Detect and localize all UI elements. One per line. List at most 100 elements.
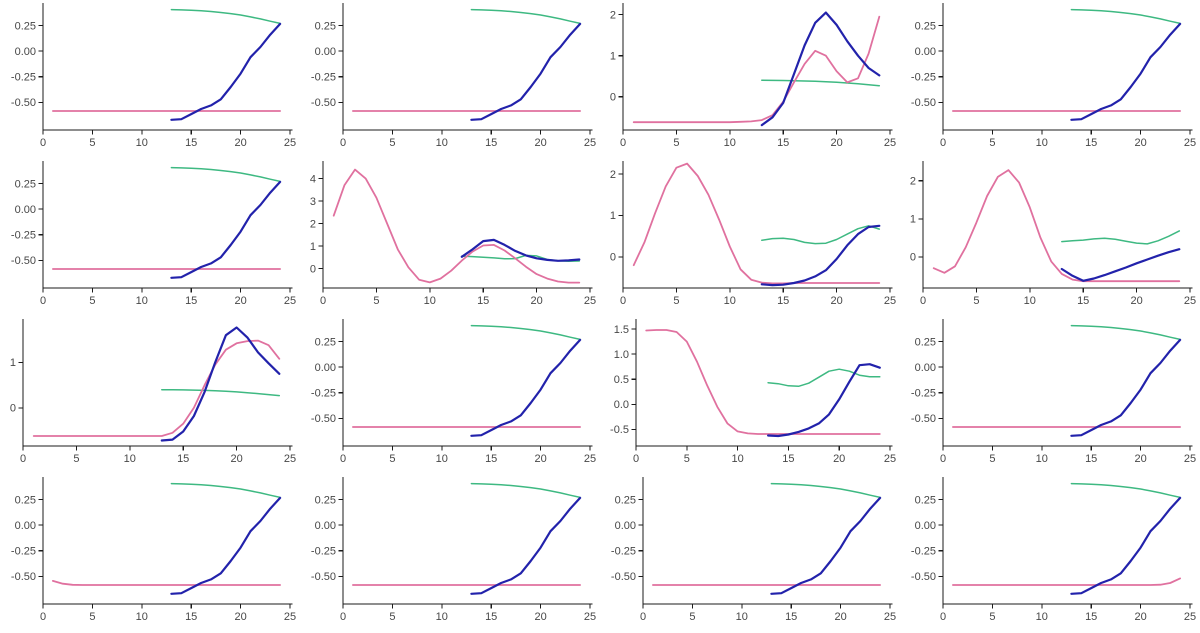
y-tick-label: -0.25	[911, 72, 936, 84]
blue-line	[170, 180, 282, 279]
x-tick-label: 15	[1085, 453, 1097, 465]
x-tick-label: 10	[724, 137, 736, 149]
y-tick-label: 1.5	[614, 324, 629, 336]
axes-r3c1	[18, 319, 293, 451]
y-tick-label: 0.25	[15, 178, 36, 190]
axes-r3c2	[338, 319, 593, 451]
x-tick-label: 15	[185, 137, 197, 149]
x-tick-label: 25	[284, 137, 296, 149]
x-tick-label: 25	[884, 137, 896, 149]
y-tick-label: 0	[10, 403, 16, 415]
green-line	[1070, 8, 1181, 25]
x-tick-label: 0	[620, 137, 626, 149]
y-tick-label: 1	[610, 210, 616, 222]
x-tick-label: 25	[884, 611, 896, 623]
y-tick-label: 1.0	[614, 349, 629, 361]
axes-r2c3	[618, 161, 893, 293]
x-tick-label: 20	[234, 137, 246, 149]
y-tick-label: -0.50	[11, 255, 36, 267]
y-tick-label: -0.25	[911, 546, 936, 558]
blue-line	[1070, 22, 1182, 121]
blue-line	[170, 496, 282, 595]
y-tick-label: 0.25	[315, 336, 336, 348]
y-tick-label: 2	[310, 218, 316, 230]
subplot-r3c2: 0 5 10 15 20 25 0.25 0.00 -0.25 -0.50	[300, 316, 600, 474]
subplot-r1c4: 0 5 10 15 20 25 0.25 0.00 -0.25 -0.50	[900, 0, 1200, 158]
axes-r2c4	[918, 161, 1193, 293]
green-line	[470, 8, 581, 25]
x-tick-label: 5	[389, 611, 395, 623]
x-tick-label: 15	[485, 611, 497, 623]
blue-line	[160, 326, 281, 442]
x-tick-label: 25	[1184, 137, 1196, 149]
blue-line	[1070, 338, 1182, 437]
x-tick-label: 0	[40, 295, 46, 307]
x-tick-label: 0	[940, 611, 946, 623]
green-line	[470, 324, 581, 341]
x-tick-label: 25	[284, 295, 296, 307]
y-tick-label: 0.00	[915, 362, 936, 374]
y-tick-label: 0.00	[315, 520, 336, 532]
subplot-r3c4: 0 5 10 15 20 25 0.25 0.00 -0.25 -0.50	[900, 316, 1200, 474]
y-tick-label: 0.25	[15, 20, 36, 32]
axes-r2c1	[38, 161, 293, 293]
y-tick-label: -0.25	[311, 72, 336, 84]
x-tick-label: 20	[534, 137, 546, 149]
x-tick-label: 0	[340, 453, 346, 465]
x-tick-label: 5	[989, 611, 995, 623]
y-tick-label: -0.25	[911, 388, 936, 400]
x-tick-label: 15	[185, 295, 197, 307]
x-tick-label: 25	[284, 453, 296, 465]
blue-line	[170, 22, 282, 121]
x-tick-label: 20	[530, 295, 542, 307]
subplot-r2c1: 0 5 10 15 20 25 0.25 0.00 -0.25 -0.50	[0, 158, 300, 316]
subplot-r3c1: 0 5 10 15 20 25 1 0	[0, 316, 300, 474]
y-tick-label: 0	[910, 252, 916, 264]
y-tick-label: 0.25	[15, 494, 36, 506]
pink-line	[52, 580, 282, 586]
green-line	[1070, 482, 1181, 499]
x-tick-label: 10	[436, 137, 448, 149]
x-tick-label: 10	[736, 611, 748, 623]
green-line	[170, 8, 281, 25]
y-tick-label: 0.25	[915, 494, 936, 506]
subplot-canvas-r4c4: 0 5 10 15 20 25 0.25 0.00 -0.25 -0.50	[911, 477, 1196, 623]
x-tick-label: 20	[833, 453, 845, 465]
y-tick-label: -0.25	[11, 546, 36, 558]
x-tick-label: 10	[1036, 611, 1048, 623]
x-tick-label: 10	[136, 137, 148, 149]
pink-line	[952, 577, 1182, 586]
x-tick-label: 25	[884, 453, 896, 465]
x-tick-label: 20	[1130, 295, 1142, 307]
subplot-canvas-r1c4: 0 5 10 15 20 25 0.25 0.00 -0.25 -0.50	[911, 3, 1196, 149]
x-tick-label: 5	[989, 453, 995, 465]
x-tick-label: 10	[136, 611, 148, 623]
x-tick-label: 0	[920, 295, 926, 307]
y-tick-label: -0.50	[11, 571, 36, 583]
subplot-r1c3: 0 5 10 15 20 25 2 1 0	[600, 0, 900, 158]
x-tick-label: 20	[830, 137, 842, 149]
y-tick-label: 0	[610, 92, 616, 104]
x-tick-label: 15	[785, 611, 797, 623]
x-tick-label: 5	[689, 611, 695, 623]
subplot-r4c4: 0 5 10 15 20 25 0.25 0.00 -0.25 -0.50	[900, 474, 1200, 632]
y-tick-label: 0.00	[315, 362, 336, 374]
x-tick-label: 15	[177, 453, 189, 465]
axes-r2c2	[318, 161, 593, 293]
x-tick-label: 15	[777, 295, 789, 307]
blue-line	[470, 496, 582, 595]
blue-line	[470, 22, 582, 121]
green-line	[770, 482, 881, 499]
y-tick-label: 0.00	[15, 520, 36, 532]
y-tick-label: 0.25	[315, 20, 336, 32]
x-tick-label: 15	[1077, 295, 1089, 307]
subplot-canvas-r3c2: 0 5 10 15 20 25 0.25 0.00 -0.25 -0.50	[311, 319, 596, 465]
pink-line	[645, 329, 881, 435]
x-tick-label: 0	[940, 137, 946, 149]
subplot-r3c3: 0 5 10 15 20 25 1.5 1.0 0.5 0.0 -0.5	[600, 316, 900, 474]
subplot-canvas-r2c1: 0 5 10 15 20 25 0.25 0.00 -0.25 -0.50	[11, 161, 296, 307]
x-tick-label: 15	[1085, 611, 1097, 623]
